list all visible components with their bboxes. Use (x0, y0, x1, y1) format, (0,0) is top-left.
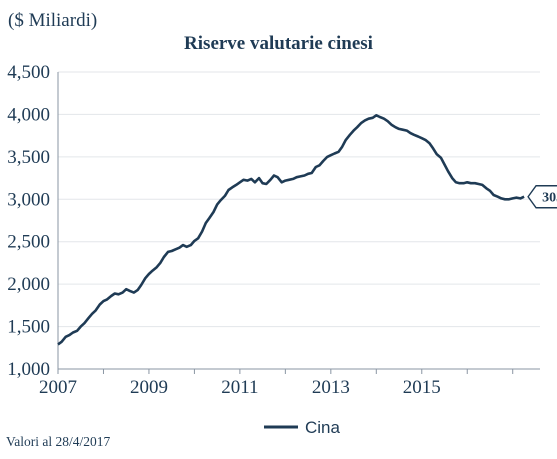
x-tick-label: 2015 (403, 377, 441, 398)
y-tick-label: 2,000 (7, 274, 50, 295)
y-tick-label: 4,000 (7, 104, 50, 125)
y-tick-label: 3,500 (7, 147, 50, 168)
legend-label-cina: Cina (305, 418, 341, 437)
x-tick-label: 2013 (312, 377, 350, 398)
x-tick-labels: 2007 2009 2011 2013 2015 (39, 369, 514, 398)
y-tick-label: 2,500 (7, 232, 50, 253)
y-tick-label: 4,500 (7, 62, 50, 83)
callout-label: 3030 (542, 191, 557, 206)
x-tick-label: 2009 (130, 377, 168, 398)
y-tick-label: 1,500 (7, 317, 50, 338)
value-callout: 3030 (527, 185, 557, 209)
y-tick-label: 1,000 (7, 359, 50, 380)
callout-box (527, 185, 557, 209)
axes (57, 72, 540, 370)
gridlines (58, 71, 540, 328)
legend: Cina (264, 418, 341, 437)
footnote: Valori al 28/4/2017 (6, 434, 111, 449)
y-tick-label: 3,000 (7, 189, 50, 210)
x-tick-label: 2011 (221, 377, 258, 398)
chart-title: Riserve valutarie cinesi (184, 33, 373, 54)
y-unit-label: ($ Miliardi) (8, 10, 98, 31)
x-tick-label: 2007 (39, 377, 77, 398)
series-line-cina (57, 114, 525, 346)
y-tick-labels: 1,000 1,500 2,000 2,500 3,000 3,500 4,000 4,500 (7, 62, 50, 380)
